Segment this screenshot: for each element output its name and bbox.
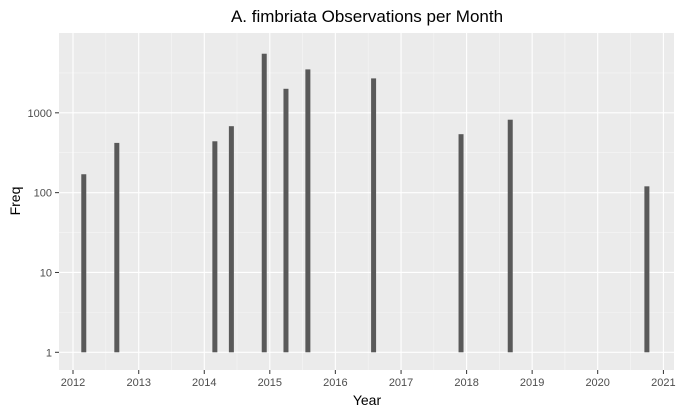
- bar: [283, 88, 289, 353]
- bar: [228, 126, 234, 353]
- plot-panel: [59, 33, 674, 370]
- y-tick-label: 10: [40, 267, 52, 279]
- bar: [212, 141, 218, 353]
- x-tick-label: 2012: [61, 377, 85, 389]
- bar: [81, 174, 87, 353]
- bars: [81, 53, 650, 353]
- x-tick-label: 2021: [651, 377, 675, 389]
- x-tick-label: 2017: [389, 377, 413, 389]
- bar: [507, 119, 513, 353]
- bar: [114, 142, 120, 353]
- bar: [305, 69, 311, 353]
- x-tick-label: 2014: [192, 377, 216, 389]
- minor-gridlines: [59, 33, 674, 370]
- y-tick-label: 1: [46, 347, 52, 359]
- chart-title: A. fimbriata Observations per Month: [231, 7, 503, 26]
- bar: [644, 186, 650, 353]
- x-tick-label: 2018: [454, 377, 478, 389]
- bar: [371, 78, 377, 353]
- x-tick-label: 2019: [520, 377, 544, 389]
- x-axis-ticks: 2012 2013 2014 2015 2016 2017 2018 2019 2020 2021: [61, 370, 676, 389]
- y-axis-ticks: 1 10 100 1000: [28, 108, 59, 359]
- x-tick-label: 2015: [258, 377, 282, 389]
- bar: [261, 53, 267, 353]
- major-gridlines: [59, 33, 674, 370]
- y-axis-title: Freq: [7, 187, 23, 216]
- x-axis-title: Year: [353, 392, 382, 408]
- x-tick-label: 2016: [323, 377, 347, 389]
- x-tick-label: 2020: [585, 377, 609, 389]
- y-tick-label: 100: [34, 188, 52, 200]
- y-tick-label: 1000: [28, 108, 52, 120]
- x-tick-label: 2013: [126, 377, 150, 389]
- bar: [458, 134, 464, 353]
